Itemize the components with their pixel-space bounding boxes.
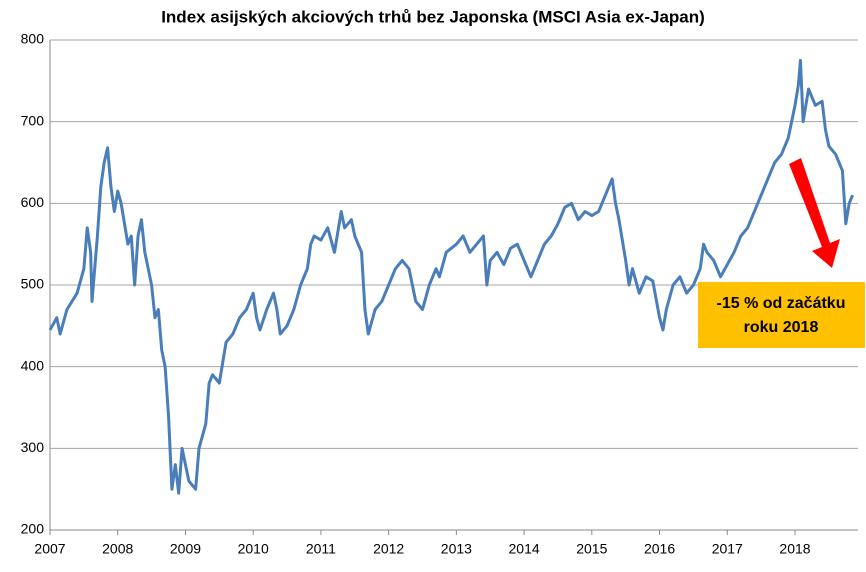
x-tick-label: 2009 — [170, 541, 201, 557]
x-tick-label: 2010 — [238, 541, 269, 557]
y-tick-label: 300 — [21, 439, 45, 455]
x-tick-label: 2016 — [644, 541, 675, 557]
chart-title: Index asijských akciových trhů bez Japon… — [161, 7, 705, 26]
x-tick-label: 2013 — [441, 541, 472, 557]
annotation-text: roku 2018 — [744, 319, 819, 336]
x-tick-label: 2018 — [779, 541, 810, 557]
annotation-text: -15 % od začátku — [717, 295, 846, 312]
x-tick-label: 2015 — [576, 541, 607, 557]
data-line — [48, 58, 854, 495]
x-tick-label: 2014 — [509, 541, 540, 557]
annotation-box — [698, 282, 865, 348]
y-tick-label: 400 — [21, 357, 45, 373]
y-tick-label: 800 — [21, 31, 45, 47]
x-tick-label: 2008 — [102, 541, 133, 557]
y-tick-label: 500 — [21, 276, 45, 292]
y-tick-label: 700 — [21, 112, 45, 128]
y-tick-label: 200 — [21, 521, 45, 537]
x-tick-label: 2012 — [373, 541, 404, 557]
x-tick-label: 2017 — [712, 541, 743, 557]
x-tick-label: 2011 — [306, 541, 336, 557]
arrow — [789, 158, 840, 268]
y-tick-label: 600 — [21, 194, 45, 210]
x-tick-label: 2007 — [34, 541, 65, 557]
